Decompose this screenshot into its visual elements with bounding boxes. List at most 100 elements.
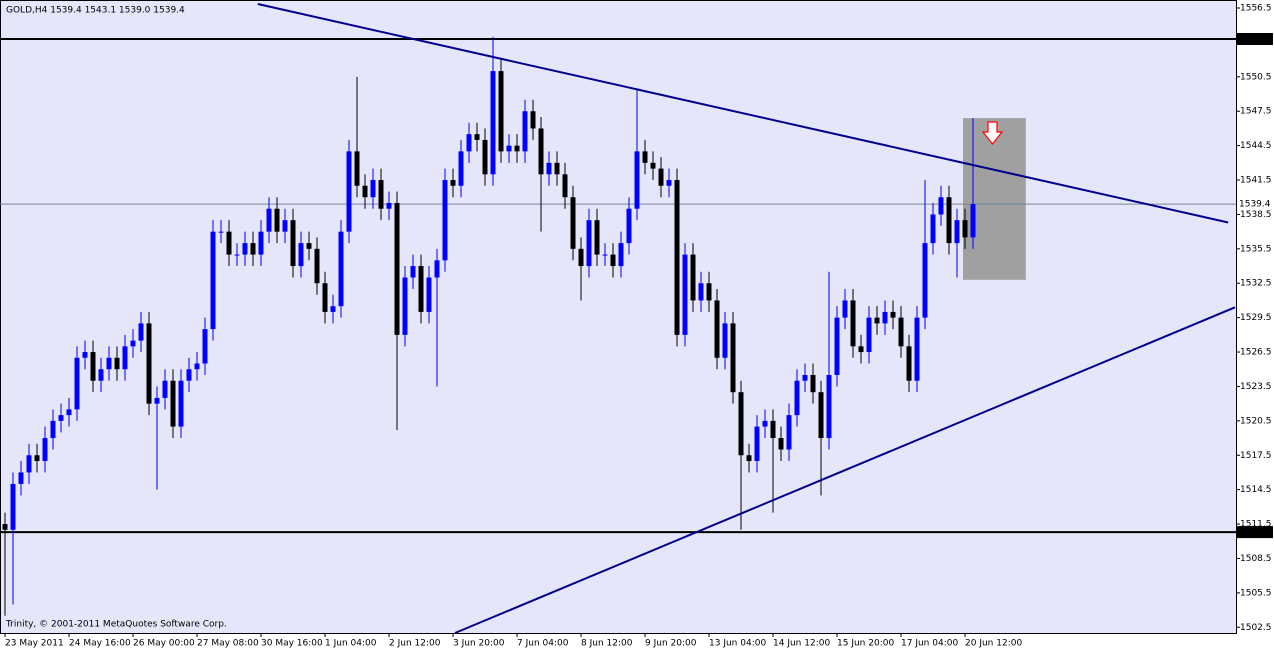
candle-body: [90, 352, 96, 381]
y-tick-label: 1532.5: [1240, 279, 1272, 289]
candle-body: [218, 231, 224, 233]
y-tick-label: 1517.5: [1240, 451, 1272, 461]
x-tick-label: 23 May 2011: [5, 639, 64, 649]
candle-body: [610, 254, 616, 267]
candle-body: [642, 151, 648, 163]
x-tick-label: 15 Jun 20:00: [837, 639, 894, 649]
x-tick-label: 3 Jun 20:00: [453, 639, 505, 649]
candle-body: [594, 220, 600, 255]
plot-area: [0, 0, 1237, 634]
y-tick-label: 1520.5: [1240, 416, 1272, 426]
y-tick-label: 1541.5: [1240, 176, 1272, 186]
candle-body: [970, 204, 976, 238]
candle-body: [122, 346, 128, 370]
x-tick-label: 14 Jun 12:00: [773, 639, 830, 649]
candle-body: [466, 134, 472, 152]
candle-body: [890, 311, 896, 318]
candle-body: [570, 197, 576, 249]
candle-body: [162, 380, 168, 398]
candle-body: [634, 151, 640, 209]
candle-body: [722, 323, 728, 358]
candle-body: [170, 380, 176, 427]
candle-body: [482, 139, 488, 175]
y-tick-label: 1529.5: [1240, 313, 1272, 323]
candle-body: [618, 243, 624, 267]
candle-body: [194, 363, 200, 370]
candle-body: [762, 420, 768, 427]
bid-label: 1539.4: [1239, 200, 1271, 210]
y-tick-label: 1547.5: [1240, 107, 1272, 117]
candle-body: [938, 197, 944, 215]
candle-body: [506, 145, 512, 152]
candle-body: [74, 357, 80, 410]
candle-body: [562, 174, 568, 198]
y-tick-label: 1511.5: [1240, 520, 1272, 530]
candle-body: [746, 455, 752, 461]
x-tick-label: 8 Jun 12:00: [581, 639, 633, 649]
chart-title: GOLD,H4 1539.4 1543.1 1539.0 1539.4: [6, 6, 185, 16]
candle-body: [386, 202, 392, 209]
candle-body: [330, 306, 336, 312]
candle-body: [10, 483, 16, 530]
candle-body: [714, 300, 720, 358]
candle-body: [730, 323, 736, 393]
candle-body: [834, 317, 840, 375]
y-tick-label: 1538.5: [1240, 210, 1272, 220]
candle-body: [362, 185, 368, 198]
candle-body: [738, 392, 744, 456]
copyright: Trinity, © 2001-2011 MetaQuotes Software…: [5, 620, 227, 630]
level-label: 1553.8: [1239, 34, 1271, 44]
candle-body: [666, 180, 672, 186]
level-box: [1237, 526, 1273, 539]
candle-body: [474, 134, 480, 140]
candle-body: [922, 243, 928, 318]
candle-body: [378, 180, 384, 209]
candle-body: [682, 254, 688, 335]
candle-body: [442, 180, 448, 261]
candle-body: [794, 380, 800, 416]
candle-body: [138, 323, 144, 341]
candle-body: [234, 254, 240, 256]
candle-body: [786, 415, 792, 450]
candle-body: [458, 151, 464, 186]
candle-body: [826, 374, 832, 439]
candle-body: [626, 208, 632, 244]
candle-body: [106, 357, 112, 370]
level-label: 1510.8: [1239, 528, 1271, 538]
candle-body: [250, 243, 256, 255]
candle-body: [754, 426, 760, 461]
candle-body: [2, 524, 8, 530]
candle-body: [426, 277, 432, 312]
candle-body: [914, 317, 920, 381]
candle-body: [578, 248, 584, 267]
candle-body: [178, 380, 184, 427]
x-tick-label: 9 Jun 20:00: [645, 639, 697, 649]
candle-body: [954, 220, 960, 244]
candle-body: [650, 162, 656, 169]
x-tick-label: 17 Jun 04:00: [901, 639, 958, 649]
candle-body: [42, 438, 48, 461]
candle-body: [906, 346, 912, 381]
x-tick-label: 1 Jun 04:00: [325, 639, 377, 649]
candle-body: [602, 254, 608, 256]
x-tick-label: 27 May 08:00: [197, 639, 259, 649]
candle-body: [146, 323, 152, 404]
y-tick-label: 1535.5: [1240, 244, 1272, 254]
y-tick-label: 1556.5: [1240, 4, 1272, 14]
candle-body: [802, 374, 808, 381]
candle-body: [58, 415, 64, 421]
candle-body: [818, 392, 824, 439]
trendline: [454, 306, 1236, 634]
candle-body: [850, 300, 856, 347]
y-tick-label: 1523.5: [1240, 382, 1272, 392]
candle-body: [418, 266, 424, 312]
candle-body: [226, 231, 232, 255]
candle-body: [266, 208, 272, 232]
candle-body: [322, 283, 328, 312]
candle-body: [690, 254, 696, 301]
trendline: [257, 3, 1229, 224]
y-tick-label: 1505.5: [1240, 588, 1272, 598]
candle-body: [962, 220, 968, 238]
y-tick-label: 1514.5: [1240, 485, 1272, 495]
